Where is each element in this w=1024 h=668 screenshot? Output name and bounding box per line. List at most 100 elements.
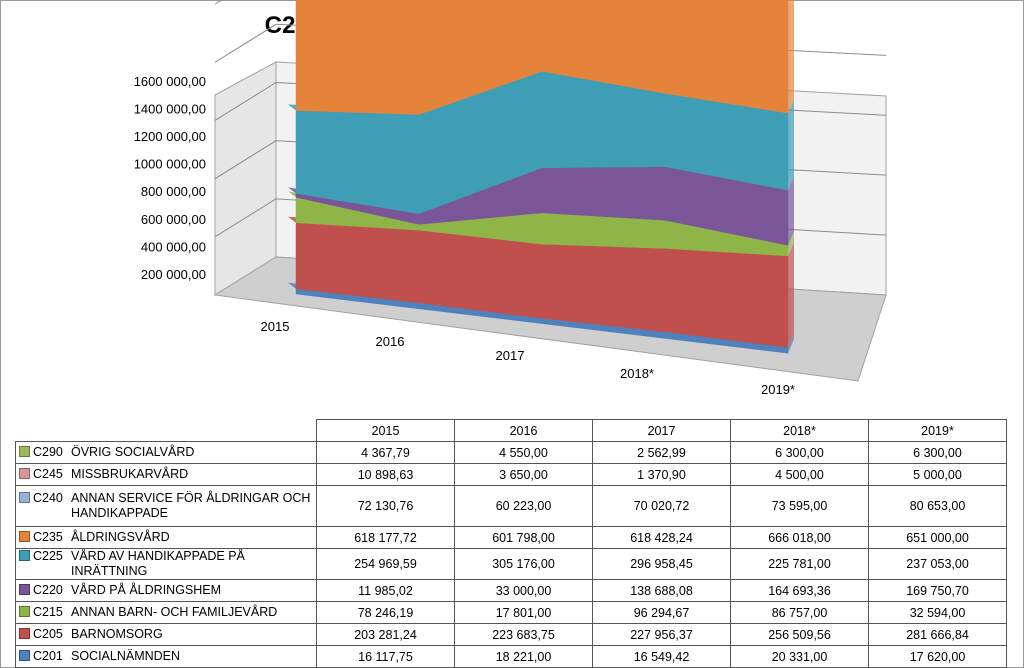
series-code: C235: [33, 530, 63, 544]
column-header: 2019*: [868, 419, 1007, 442]
table-cell: 223 683,75: [454, 623, 593, 646]
side-wall: [214, 61, 277, 296]
table-cell: 33 000,00: [454, 579, 593, 602]
series-name: SOCIALNÄMNDEN: [71, 649, 181, 663]
x-tick-label: 2018*: [620, 366, 654, 381]
table-header-row: 2015 2016 2017 2018* 2019*: [15, 419, 1007, 442]
table-row: C240 ANNAN SERVICE FÖR ÅLDRINGAR OCH HAND…: [15, 485, 1007, 527]
x-tick-label: 2019*: [761, 382, 795, 397]
table-cell: 2 562,99: [592, 441, 731, 464]
table-cell: 6 300,00: [868, 441, 1007, 464]
y-tick-label: 600 000,00: [141, 212, 206, 227]
table-cell: 237 053,00: [868, 548, 1007, 580]
table-cell: 96 294,67: [592, 601, 731, 624]
table-cell: 256 509,56: [730, 623, 869, 646]
table-cell: 169 750,70: [868, 579, 1007, 602]
series-label: C215 ANNAN BARN- OCH FAMILJEVÅRD: [15, 601, 317, 624]
table-cell: 164 693,36: [730, 579, 869, 602]
table-cell: 618 177,72: [316, 526, 455, 549]
y-tick-label: 1400 000,00: [134, 101, 206, 116]
table-cell: 305 176,00: [454, 548, 593, 580]
table-cell: 17 620,00: [868, 645, 1007, 668]
table-cell: 666 018,00: [730, 526, 869, 549]
series-name: ANNAN SERVICE FÖR ÅLDRINGAR OCH HANDIKAP…: [71, 491, 311, 520]
series-code: C201: [33, 649, 63, 663]
table-row: C245 MISSBRUKARVÅRD 10 898,63 3 650,00 1 370…: [15, 463, 1007, 486]
x-tick-label: 2015: [261, 319, 290, 334]
table-cell: 4 550,00: [454, 441, 593, 464]
column-header: 2016: [454, 419, 593, 442]
series-label: C220 VÅRD PÅ ÅLDRINGSHEM: [15, 579, 317, 602]
legend-swatch-icon: [19, 492, 30, 503]
table-cell: 5 000,00: [868, 463, 1007, 486]
table-cell: 203 281,24: [316, 623, 455, 646]
table-cell: 651 000,00: [868, 526, 1007, 549]
column-header: 2017: [592, 419, 731, 442]
table-cell: 227 956,37: [592, 623, 731, 646]
table-corner: [15, 419, 317, 442]
y-tick-label: 200 000,00: [141, 267, 206, 282]
chart-plot: 200 000,00 400 000,00 600 000,00 800 000,00…: [134, 0, 887, 397]
table-cell: 1 370,90: [592, 463, 731, 486]
area-end-C201: [788, 333, 794, 354]
table-cell: 16 117,75: [316, 645, 455, 668]
series-label: C290 ÖVRIG SOCIALVÅRD: [15, 441, 317, 464]
series-code: C245: [33, 467, 63, 481]
series-name: MISSBRUKARVÅRD: [71, 467, 189, 481]
table-cell: 80 653,00: [868, 485, 1007, 527]
table-cell: 4 500,00: [730, 463, 869, 486]
table-row: C205 BARNOMSORG 203 281,24 223 683,75 227 95…: [15, 623, 1007, 646]
series-code: C220: [33, 583, 63, 597]
table-cell: 10 898,63: [316, 463, 455, 486]
column-header: 2015: [316, 419, 455, 442]
y-tick-label: 1200 000,00: [134, 129, 206, 144]
series-label: C245 MISSBRUKARVÅRD: [15, 463, 317, 486]
legend-swatch-icon: [19, 446, 30, 457]
area-end-C235: [788, 0, 794, 114]
area-end-C205: [788, 241, 794, 348]
table-row: C235 ÅLDRINGSVÅRD 618 177,72 601 798,00 618 …: [15, 526, 1007, 549]
series-name: ANNAN BARN- OCH FAMILJEVÅRD: [71, 605, 278, 619]
y-tick-label: 1600 000,00: [134, 74, 206, 89]
table-cell: 138 688,08: [592, 579, 731, 602]
legend-swatch-icon: [19, 628, 30, 639]
y-tick-label: 400 000,00: [141, 239, 206, 254]
series-label: C225 VÅRD AV HANDIKAPPADE PÅ INRÄTTNING: [15, 548, 317, 580]
table-cell: 6 300,00: [730, 441, 869, 464]
table-row: C220 VÅRD PÅ ÅLDRINGSHEM 11 985,02 33 000,0…: [15, 579, 1007, 602]
series-code: C290: [33, 445, 63, 459]
table-row: C290 ÖVRIG SOCIALVÅRD 4 367,79 4 550,00 2 56…: [15, 441, 1007, 464]
series-code: C240: [33, 491, 63, 505]
data-table: 2015 2016 2017 2018* 2019* C290 ÖVRIG SOC…: [15, 419, 1007, 668]
table-cell: 17 801,00: [454, 601, 593, 624]
column-header: 2018*: [730, 419, 869, 442]
table-cell: 32 594,00: [868, 601, 1007, 624]
legend-swatch-icon: [19, 550, 30, 561]
table-cell: 296 958,45: [592, 548, 731, 580]
series-name: ÖVRIG SOCIALVÅRD: [71, 445, 195, 459]
x-tick-label: 2017: [496, 348, 525, 363]
x-tick-label: 2016: [376, 334, 405, 349]
legend-swatch-icon: [19, 531, 30, 542]
series-label: C240 ANNAN SERVICE FÖR ÅLDRINGAR OCH HAND…: [15, 485, 317, 527]
table-row: C225 VÅRD AV HANDIKAPPADE PÅ INRÄTTNING 25…: [15, 548, 1007, 580]
series-name: BARNOMSORG: [71, 627, 163, 641]
table-cell: 254 969,59: [316, 548, 455, 580]
table-cell: 11 985,02: [316, 579, 455, 602]
series-name: VÅRD PÅ ÅLDRINGSHEM: [71, 583, 222, 597]
table-cell: 20 331,00: [730, 645, 869, 668]
table-cell: 73 595,00: [730, 485, 869, 527]
table-cell: 16 549,42: [592, 645, 731, 668]
area-end-C215: [788, 231, 794, 256]
legend-swatch-icon: [19, 584, 30, 595]
table-cell: 72 130,76: [316, 485, 455, 527]
table-cell: 60 223,00: [454, 485, 593, 527]
area-end-C225: [788, 99, 794, 191]
area-end-C220: [788, 176, 794, 246]
series-name: ÅLDRINGSVÅRD: [71, 530, 170, 544]
table-cell: 86 757,00: [730, 601, 869, 624]
series-name: VÅRD AV HANDIKAPPADE PÅ INRÄTTNING: [71, 549, 245, 579]
table-cell: 281 666,84: [868, 623, 1007, 646]
table-row: C215 ANNAN BARN- OCH FAMILJEVÅRD 78 246,19…: [15, 601, 1007, 624]
y-tick-label: 800 000,00: [141, 184, 206, 199]
